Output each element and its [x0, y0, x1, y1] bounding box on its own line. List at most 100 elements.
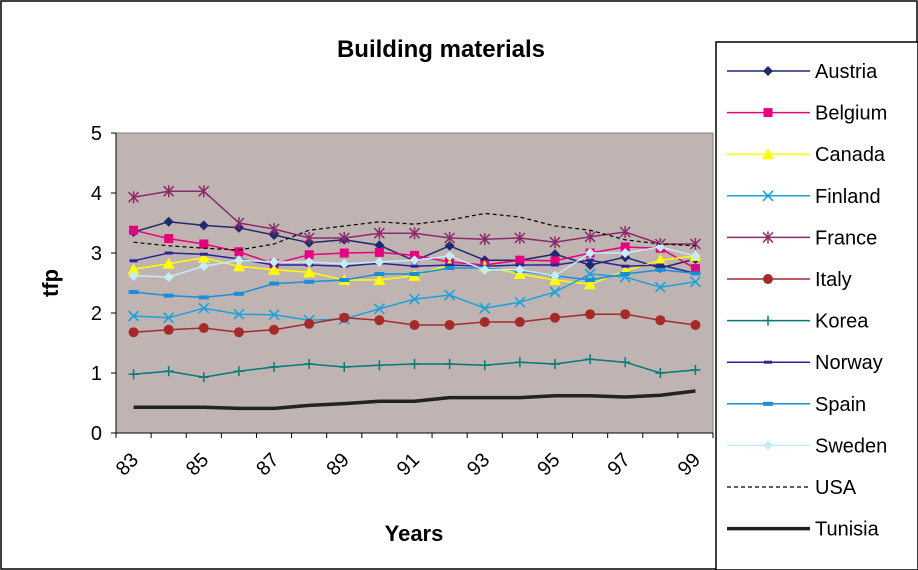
data-point-norway	[656, 263, 665, 267]
data-point-finland	[268, 309, 280, 321]
data-point-korea	[585, 354, 596, 365]
data-point-sweden	[304, 257, 315, 267]
data-point-sweden	[514, 264, 525, 275]
data-point-finland	[479, 302, 491, 314]
data-point-sweden	[409, 255, 420, 266]
y-tick-label: 0	[91, 423, 102, 445]
data-point-italy	[304, 318, 315, 329]
legend-marker-norway	[764, 360, 772, 364]
data-point-austria	[374, 240, 385, 251]
y-tick-label: 3	[91, 243, 102, 265]
data-point-korea	[163, 366, 174, 377]
legend-marker-italy	[763, 274, 773, 284]
data-point-finland	[127, 310, 140, 322]
data-point-sweden	[620, 248, 631, 258]
data-point-finland	[408, 293, 421, 305]
data-point-france	[338, 232, 350, 244]
legend-entry-canada: Canada	[727, 144, 886, 166]
data-point-spain	[163, 293, 174, 298]
data-point-italy	[269, 324, 280, 335]
data-point-italy	[198, 323, 209, 333]
data-point-norway	[164, 251, 173, 255]
data-point-italy	[374, 315, 385, 326]
y-tick-label: 5	[91, 123, 102, 145]
legend-label-spain: Spain	[815, 394, 866, 416]
legend-marker-belgium	[763, 108, 773, 118]
data-point-sweden	[479, 264, 490, 275]
data-point-belgium	[690, 264, 700, 274]
legend-label-austria: Austria	[815, 61, 878, 83]
data-point-sweden	[128, 270, 139, 281]
legend-entry-spain: Spain	[727, 394, 866, 416]
y-tick-label: 1	[91, 363, 102, 385]
data-point-italy	[514, 317, 525, 327]
data-point-italy	[620, 309, 631, 320]
data-point-sweden	[444, 251, 455, 261]
data-point-korea	[690, 365, 701, 375]
data-point-korea	[233, 366, 244, 377]
data-point-korea	[198, 372, 209, 383]
series-line-usa	[133, 212, 696, 251]
data-point-belgium	[234, 247, 244, 257]
data-point-france	[198, 185, 210, 198]
series-spain	[128, 266, 701, 300]
data-point-korea	[444, 359, 455, 369]
data-point-spain	[585, 278, 596, 282]
data-point-spain	[374, 272, 385, 276]
data-point-finland	[514, 296, 526, 308]
series-italy	[128, 309, 701, 338]
data-point-korea	[269, 362, 280, 372]
legend-label-usa: USA	[815, 477, 857, 499]
series-france	[128, 185, 701, 250]
data-point-sweden	[655, 242, 666, 252]
data-point-italy	[163, 324, 174, 335]
legend-entry-norway: Norway	[727, 352, 883, 374]
data-point-finland	[549, 286, 561, 298]
legend-marker-finland	[762, 190, 774, 202]
y-axis-title: tfp	[38, 269, 63, 297]
data-point-belgium	[339, 248, 349, 258]
legend-marker-canada	[762, 148, 774, 160]
data-point-finland	[198, 302, 210, 314]
data-point-italy	[409, 320, 420, 330]
data-point-austria	[198, 220, 209, 231]
data-point-spain	[339, 278, 350, 282]
x-axis-title: Years	[385, 521, 444, 546]
data-point-belgium	[129, 225, 139, 235]
legend-label-tunisia: Tunisia	[815, 519, 880, 541]
data-point-belgium	[199, 239, 209, 249]
data-point-france	[373, 227, 385, 240]
data-point-finland	[163, 312, 175, 324]
data-point-canada	[584, 278, 597, 290]
data-point-norway	[621, 264, 630, 268]
data-point-italy	[233, 327, 244, 338]
data-point-spain	[444, 266, 455, 270]
data-point-canada	[197, 251, 210, 263]
data-point-finland	[373, 303, 385, 315]
legend-label-korea: Korea	[815, 311, 869, 333]
data-point-sweden	[339, 258, 350, 269]
data-point-norway	[410, 264, 419, 268]
data-point-spain	[233, 291, 244, 296]
data-point-italy	[444, 320, 455, 330]
data-point-sweden	[198, 261, 209, 272]
legend-marker-austria	[763, 66, 773, 76]
data-point-spain	[409, 272, 420, 276]
chart-title: Building materials	[337, 36, 545, 63]
series-lines	[127, 185, 702, 411]
data-point-korea	[339, 362, 350, 372]
data-point-france	[584, 230, 596, 243]
data-point-france	[514, 232, 526, 244]
data-point-sweden	[163, 272, 174, 282]
data-point-canada	[232, 260, 245, 272]
legend-label-france: France	[815, 227, 877, 249]
data-point-korea	[304, 359, 315, 369]
series-sweden	[128, 242, 701, 282]
data-point-spain	[128, 290, 139, 294]
data-point-canada	[303, 266, 316, 278]
data-point-spain	[269, 281, 280, 286]
y-axis: 0 1 2 3 4 5	[91, 123, 117, 445]
data-point-austria	[163, 216, 174, 227]
legend-entry-tunisia: Tunisia	[727, 519, 880, 541]
data-point-italy	[585, 309, 596, 320]
